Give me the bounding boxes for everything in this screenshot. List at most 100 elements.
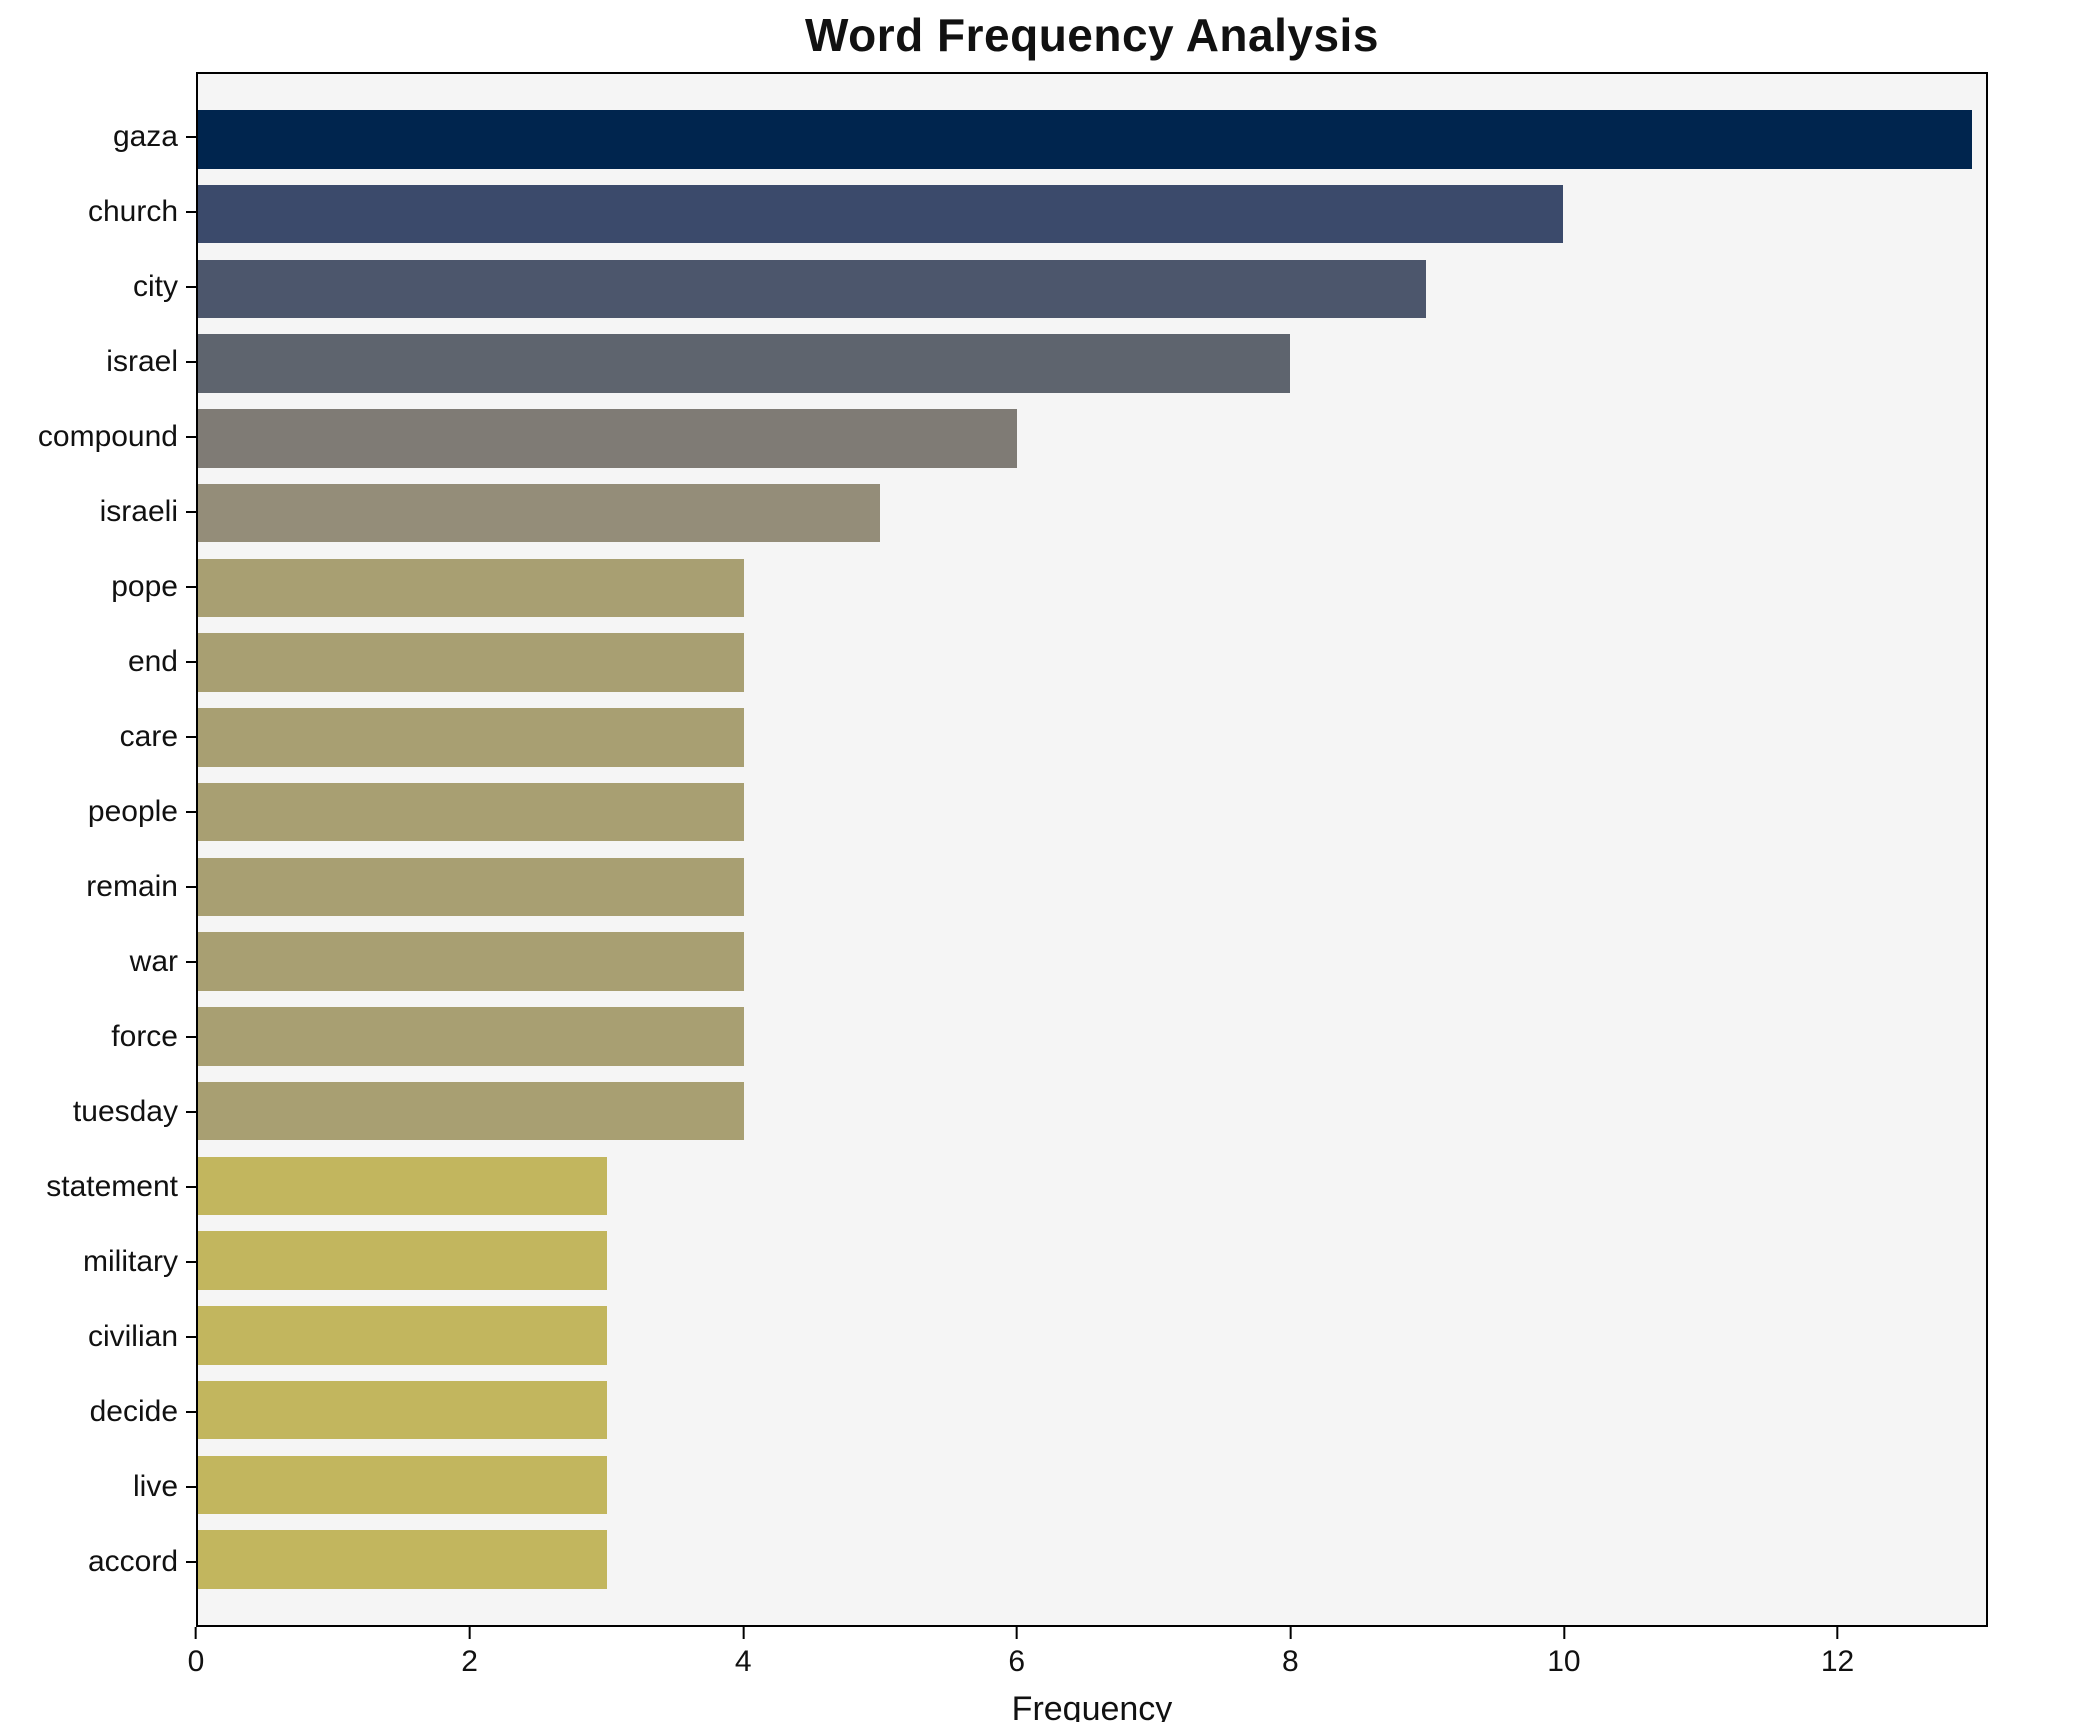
y-tick-row: live [0,1449,196,1524]
y-tick-mark [186,886,196,888]
x-tick-mark [1015,1627,1018,1639]
y-tick-mark [186,1410,196,1413]
y-axis-labels: gaza church city israel compound israeli pope e… [0,72,196,1627]
y-tick-row: compound [0,400,196,475]
y-tick-mark [186,661,196,664]
y-tick-mark [186,1335,196,1338]
y-tick-mark [186,586,196,589]
x-tick-label: 2 [461,1645,478,1678]
y-tick-row: accord [0,1524,196,1599]
y-tick-label: end [127,645,178,679]
y-tick-row: military [0,1224,196,1299]
bar-israel [198,334,1290,393]
x-tick-mark [742,1627,745,1639]
bar-remain [198,857,744,917]
y-tick-label: decide [89,1394,178,1428]
bar-row [198,102,1986,177]
y-tick-label: civilian [87,1319,178,1353]
bar-row [198,177,1986,252]
bar-care [198,708,744,767]
x-tick-mark [468,1627,471,1639]
y-tick-mark [186,1560,196,1563]
y-tick-mark [186,436,196,439]
x-axis-ticks: 0 2 4 6 8 10 12 [188,1627,1988,1689]
x-tick-mark [1289,1627,1292,1639]
bar-israeli [198,483,881,543]
bar-row [198,999,1986,1074]
y-tick-row: city [0,250,196,325]
bar-decide [198,1380,608,1440]
bar-city [198,259,1427,319]
bar-row [198,252,1986,327]
y-tick-mark [186,736,196,739]
bar-row [198,1522,1986,1597]
x-tick-label: 12 [1820,1645,1855,1678]
bar-row [198,850,1986,925]
x-tick: 8 [1282,1627,1299,1679]
y-tick-row: civilian [0,1299,196,1374]
x-tick-mark [1836,1627,1839,1639]
y-tick-label: accord [87,1544,178,1578]
y-tick-label: force [111,1019,178,1053]
y-tick-mark [186,1485,196,1488]
y-tick-row: force [0,999,196,1074]
bar-row [198,1298,1986,1373]
x-tick-mark [1562,1627,1565,1639]
bar-row [198,625,1986,700]
bar-end [198,633,744,692]
x-tick: 4 [735,1627,752,1679]
y-tick-row: end [0,625,196,700]
x-tick-label: 4 [734,1645,752,1678]
bar-compound [198,409,1017,468]
y-tick-mark [186,286,196,289]
y-tick-mark [186,1260,196,1263]
bar-row [198,401,1986,476]
y-tick-label: compound [37,420,178,454]
bar-live [198,1455,608,1515]
y-tick-mark [186,211,196,214]
y-tick-label: city [133,270,178,304]
y-tick-row: care [0,700,196,775]
x-tick-label: 8 [1282,1645,1299,1678]
bar-row [198,700,1986,775]
y-tick-mark [186,1185,196,1188]
x-tick-label: 0 [187,1645,205,1678]
x-tick-label: 6 [1008,1645,1026,1678]
x-tick: 12 [1821,1627,1854,1679]
y-tick-row: decide [0,1374,196,1449]
y-tick-mark [186,1110,196,1113]
y-tick-row: church [0,175,196,250]
y-tick-label: care [119,720,178,754]
x-tick: 6 [1008,1627,1025,1679]
y-tick-label: statement [46,1169,178,1203]
y-tick-label: live [132,1469,178,1503]
bar-statement [198,1156,608,1216]
y-tick-label: tuesday [72,1094,178,1128]
bar-row [198,1448,1986,1523]
bar-row [198,551,1986,626]
bar-row [198,1074,1986,1149]
y-tick-label: pope [111,570,178,604]
bar-gaza [198,110,1973,169]
y-tick-label: church [87,195,178,229]
bars-container [198,102,1986,1597]
bar-tuesday [198,1081,744,1141]
y-tick-label: war [129,944,178,978]
plot-area [196,72,1988,1627]
x-axis-title: Frequency [1011,1690,1173,1722]
bar-row [198,1149,1986,1224]
bar-row [198,924,1986,999]
bar-row [198,326,1986,401]
x-tick-mark [195,1627,197,1639]
bar-row [198,775,1986,850]
y-tick-mark [186,511,196,514]
y-tick-row: people [0,775,196,850]
y-tick-row: pope [0,550,196,625]
bar-row [198,1223,1986,1298]
y-tick-label: israel [106,345,178,379]
y-tick-row: remain [0,850,196,925]
bar-church [198,184,1563,244]
x-tick-label: 10 [1547,1645,1581,1678]
y-tick-label: israeli [99,495,178,529]
